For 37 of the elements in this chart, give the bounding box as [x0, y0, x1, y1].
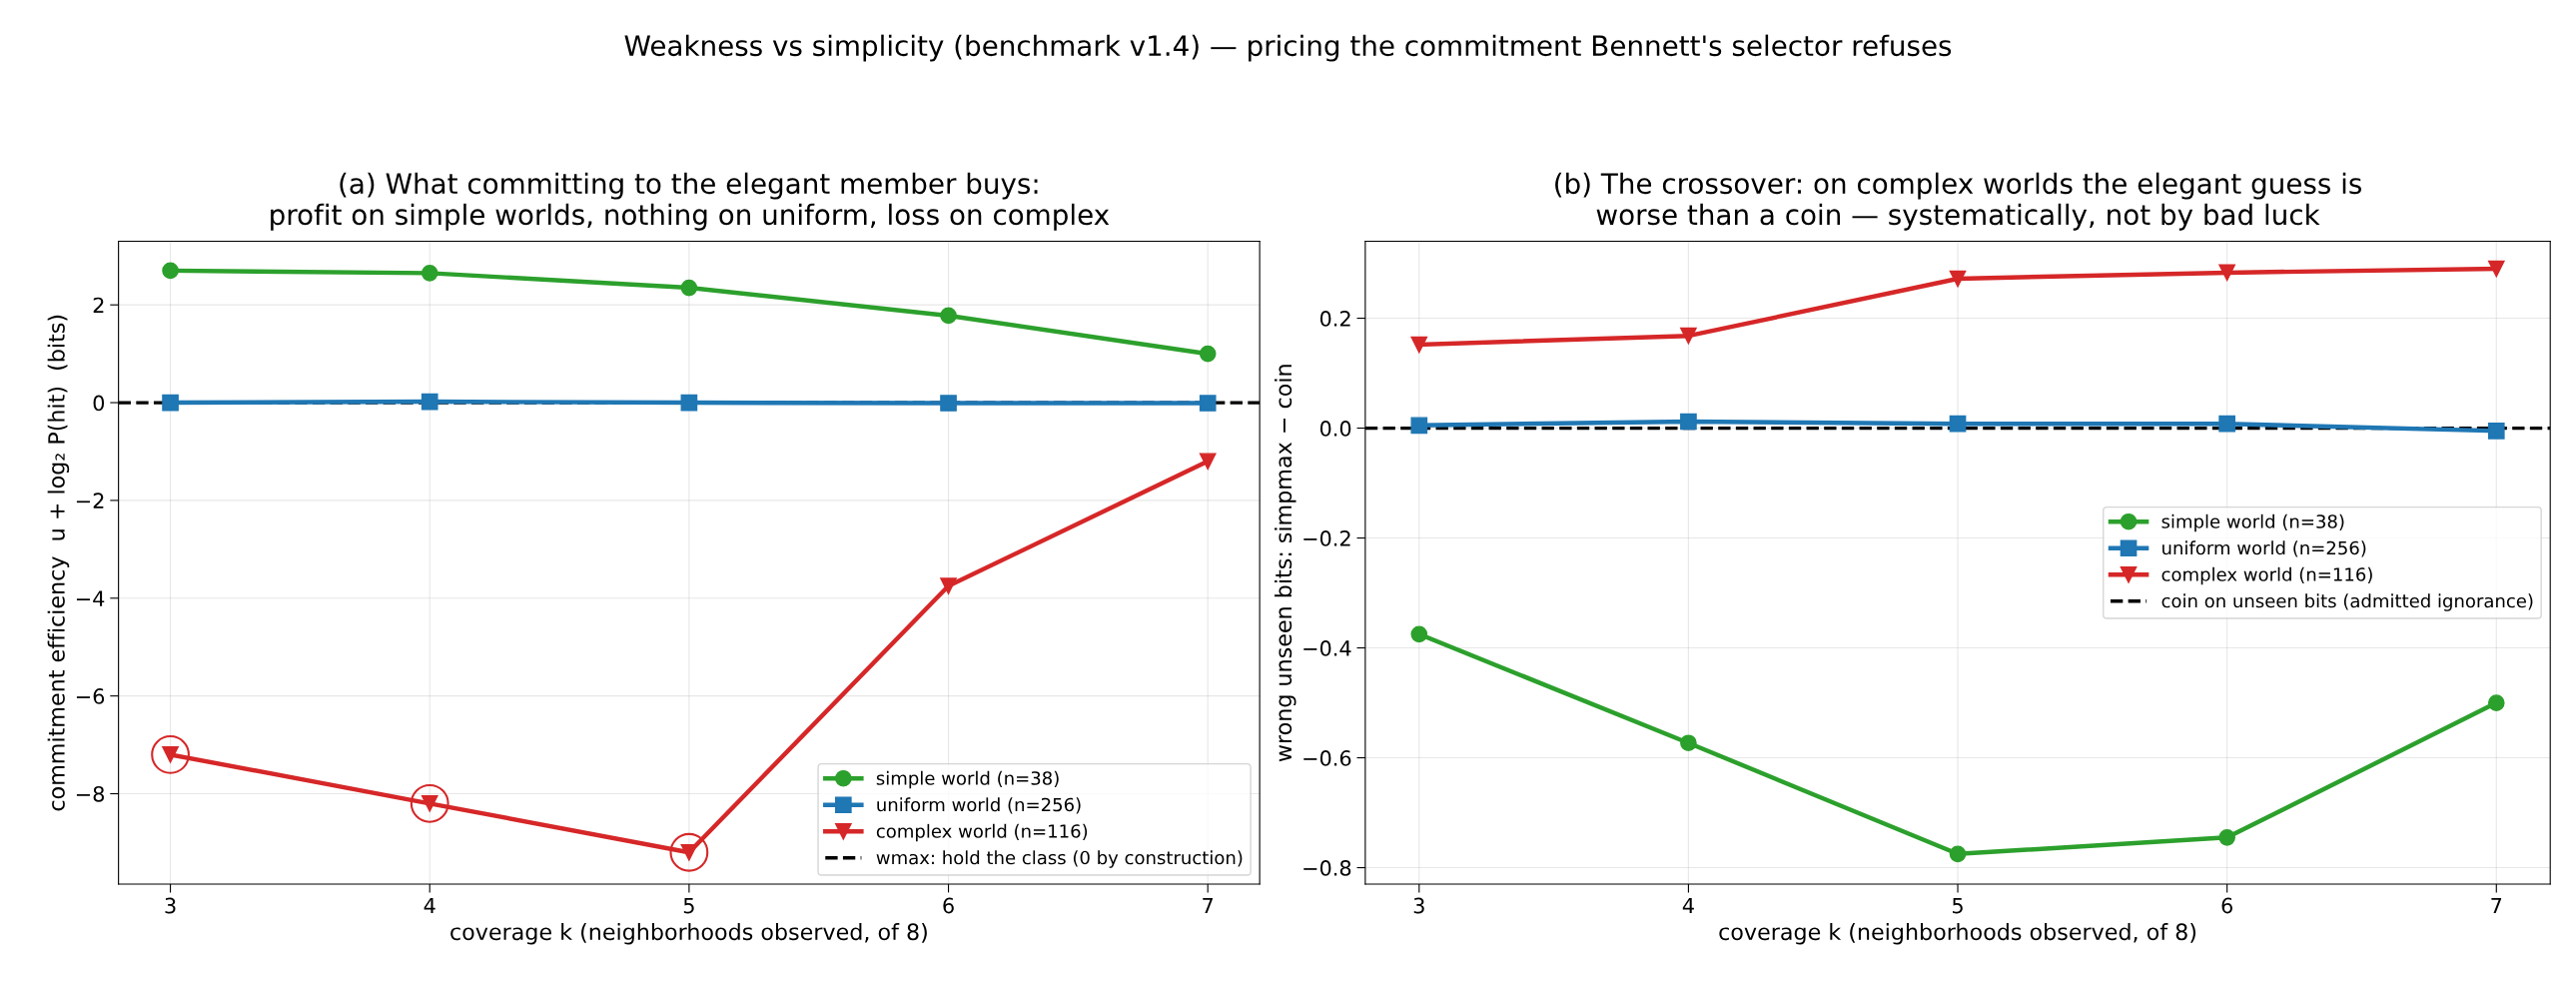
x-axis-title: coverage k (neighborhoods observed, of 8)	[450, 922, 927, 945]
x-tick-label: 3	[165, 897, 176, 914]
y-axis-title: commitment efficiency u + log₂ P(hit) (bits)	[47, 315, 70, 811]
legend-label: coin on unseen bits (admitted ignorance)	[2161, 593, 2533, 611]
y-tick-label: −0.2	[1303, 530, 1350, 546]
y-tick-label: −0.4	[1303, 640, 1351, 656]
y-tick-label: −0.6	[1303, 750, 1351, 766]
x-tick-label: 5	[683, 897, 694, 914]
legend-label: wmax: hold the class (0 by construction)	[876, 850, 1243, 868]
y-tick-label: 0	[93, 395, 105, 412]
x-tick-label: 5	[1953, 897, 1963, 914]
x-tick-label: 4	[1682, 897, 1694, 914]
legend-label: complex world (n=116)	[876, 823, 1088, 842]
legend-label: uniform world (n=256)	[877, 797, 1081, 814]
y-tick-label: −4	[76, 590, 105, 606]
x-tick-label: 4	[424, 897, 435, 914]
y-tick-label: −0.8	[1303, 860, 1351, 876]
y-tick-label: 0.0	[1319, 421, 1351, 437]
legend-label: uniform world (n=256)	[2162, 540, 2366, 557]
y-tick-label: 0.2	[1319, 311, 1350, 327]
x-tick-label: 3	[1413, 897, 1424, 914]
chart-title: (b) The crossover: on complex worlds the elegant guess is worse than a coin — systematically, not by bad luck	[1555, 172, 2361, 231]
x-tick-label: 7	[1203, 897, 1214, 914]
y-tick-label: 2	[93, 297, 104, 314]
y-tick-label: −8	[76, 785, 105, 802]
x-axis-title: coverage k (neighborhoods observed, of 8)	[1719, 922, 2196, 945]
y-tick-label: −6	[76, 688, 105, 704]
legend-label: simple world (n=38)	[876, 770, 1059, 789]
y-tick-label: −2	[76, 493, 104, 508]
legend-label: complex world (n=116)	[2161, 566, 2372, 585]
text: Weakness vs simplicity (benchmark v1.4) — pricing the commitment Bennett's selector refuses	[624, 34, 1952, 62]
x-tick-label: 6	[943, 897, 954, 914]
legend-label: simple world (n=38)	[2161, 513, 2344, 532]
x-tick-label: 6	[2221, 897, 2232, 914]
chart-title: (a) What committing to the elegant member buys: profit on simple worlds, nothing on uniform, loss on complex	[271, 172, 1110, 231]
y-axis-title: wrong unseen bits: simpmax − coin	[1275, 365, 1296, 762]
x-tick-label: 7	[2491, 897, 2502, 914]
